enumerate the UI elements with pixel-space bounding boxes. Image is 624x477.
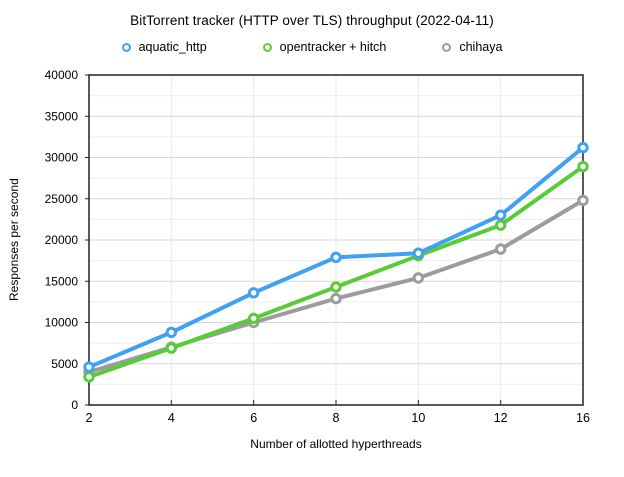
y-tick-label: 15000 xyxy=(45,274,79,288)
marker-chihaya-16 xyxy=(577,194,589,207)
legend-label: opentracker + hitch xyxy=(279,40,387,54)
y-tick-label: 25000 xyxy=(45,192,79,206)
legend-marker-icon xyxy=(442,42,452,52)
x-tick-label: 6 xyxy=(250,411,257,425)
y-tick-label: 5000 xyxy=(51,357,78,371)
marker-aquatic_http-16 xyxy=(577,141,589,154)
x-tick-label: 8 xyxy=(333,411,340,425)
marker-aquatic_http-10 xyxy=(412,247,425,259)
y-tick-label: 30000 xyxy=(45,151,79,165)
legend-marker-icon xyxy=(121,42,131,52)
y-tick-label: 35000 xyxy=(45,109,79,123)
marker-aquatic_http-2 xyxy=(83,361,95,373)
x-tick-label: 4 xyxy=(168,411,175,425)
marker-chihaya-12 xyxy=(494,243,507,255)
legend: aquatic_http opentracker + hitch chihaya xyxy=(0,40,624,54)
marker-opentracker + hitch-6 xyxy=(247,312,260,325)
y-tick-label: 0 xyxy=(71,398,78,412)
x-tick-label: 10 xyxy=(411,411,425,425)
marker-opentracker + hitch-16 xyxy=(577,160,589,173)
marker-chihaya-8 xyxy=(330,292,342,305)
x-axis-title: Number of allotted hyperthreads xyxy=(250,437,422,451)
y-tick-label: 10000 xyxy=(45,316,79,330)
marker-opentracker + hitch-12 xyxy=(494,219,507,231)
marker-aquatic_http-4 xyxy=(165,326,178,339)
marker-chihaya-10 xyxy=(412,272,425,284)
x-tick-label: 12 xyxy=(494,411,508,425)
marker-opentracker + hitch-8 xyxy=(330,281,342,293)
legend-item-chihaya: chihaya xyxy=(442,40,502,54)
y-tick-label: 40000 xyxy=(45,68,79,82)
marker-opentracker + hitch-2 xyxy=(83,371,95,383)
marker-aquatic_http-8 xyxy=(330,251,342,264)
legend-label: chihaya xyxy=(459,40,503,54)
marker-aquatic_http-6 xyxy=(247,287,260,299)
y-tick-label: 20000 xyxy=(45,233,79,247)
x-tick-label: 2 xyxy=(86,411,93,425)
chart-title: BitTorrent tracker (HTTP over TLS) throu… xyxy=(130,13,494,28)
marker-opentracker + hitch-4 xyxy=(165,342,178,354)
legend-item-opentracker-+-hitch: opentracker + hitch xyxy=(262,40,387,54)
legend-label: aquatic_http xyxy=(138,40,207,54)
legend-item-aquatic_http: aquatic_http xyxy=(121,40,207,54)
legend-marker-icon xyxy=(262,42,272,52)
x-tick-label: 16 xyxy=(576,411,590,425)
marker-aquatic_http-12 xyxy=(494,209,507,221)
